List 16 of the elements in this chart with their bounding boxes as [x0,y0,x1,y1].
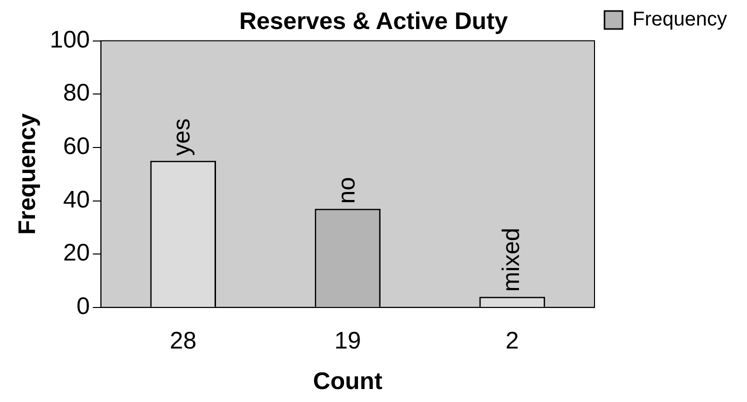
x-tick-label: 2 [506,327,519,354]
y-tick-label: 100 [50,26,90,54]
annotation: no [333,177,360,204]
x-axis-title: Count [313,368,382,396]
y-axis-title: Frequency [14,112,42,235]
y-tick-label: 20 [63,240,90,267]
legend-label: Frequency [632,8,728,31]
chart-title: Reserves & Active Duty [239,8,508,36]
y-tick-label: 80 [63,80,90,107]
annotation: mixed [498,228,525,292]
annotation: yes [168,118,196,156]
y-tick-label: 0 [76,293,90,320]
x-tick-label: 19 [334,327,362,354]
y-tick-label: 60 [63,133,90,160]
x-tick-label: 28 [170,327,196,354]
y-tick-label: 40 [63,186,90,214]
